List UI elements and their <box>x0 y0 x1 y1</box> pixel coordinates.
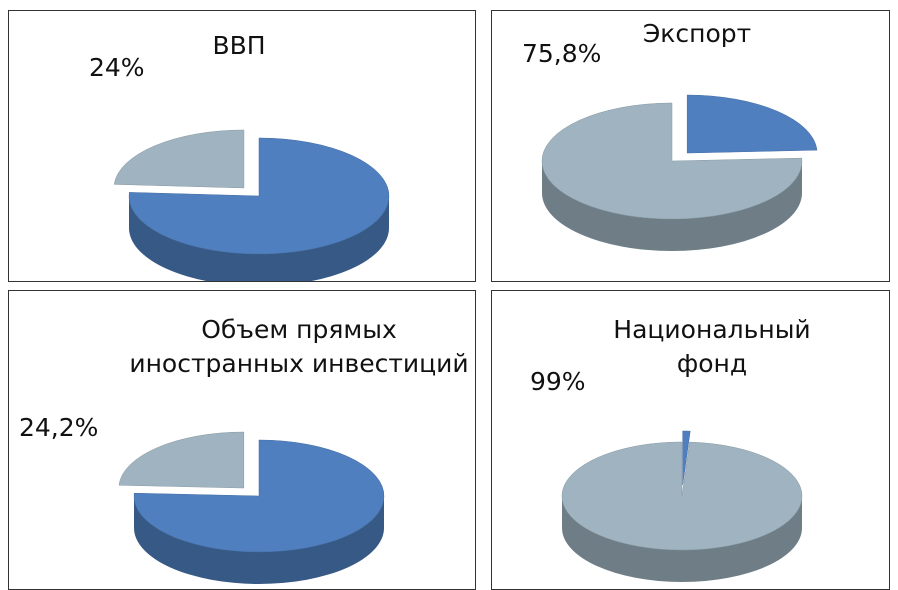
chart-panel: Объем прямых иностранных инвестиций 24,2… <box>8 290 476 590</box>
chart-title: ВВП <box>159 29 319 63</box>
value-label: 24,2% <box>19 413 98 442</box>
value-label: 24% <box>89 53 145 82</box>
value-slice <box>114 130 244 188</box>
chart-panel: Экспорт 75,8% <box>491 10 890 282</box>
chart-title: Объем прямых иностранных инвестиций <box>129 313 469 381</box>
chart-title: Национальный фонд <box>612 313 812 381</box>
value-label: 75,8% <box>522 39 601 68</box>
value-label: 99% <box>530 367 586 396</box>
chart-panel: ВВП 24% <box>8 10 476 282</box>
value-slice <box>119 432 244 488</box>
chart-panel: Национальный фонд 99% <box>491 290 890 590</box>
remainder-slice <box>687 95 817 153</box>
value-slice <box>562 442 802 550</box>
chart-title: Экспорт <box>612 17 782 51</box>
page: ВВП 24% Экспорт 75,8% Объем прямых иност… <box>0 0 898 584</box>
